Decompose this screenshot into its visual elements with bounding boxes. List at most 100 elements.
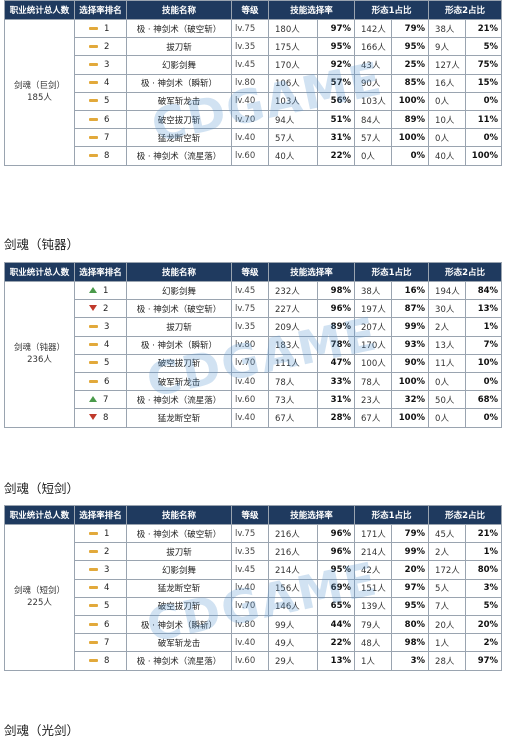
class-name: 剑魂（短剑） bbox=[13, 586, 65, 597]
form2-percent: 5% bbox=[465, 596, 503, 616]
skill-count: 216人 bbox=[268, 542, 318, 562]
dash-icon bbox=[89, 379, 98, 383]
skill-rate: 13% bbox=[316, 651, 356, 671]
form2-percent: 2% bbox=[465, 633, 503, 653]
form2-percent: 21% bbox=[465, 18, 503, 39]
skill-name: 极 · 神剑术（破空斩） bbox=[126, 18, 232, 39]
class-total-cell: 剑魂（短剑） 225人 bbox=[4, 524, 75, 671]
form2-percent: 5% bbox=[465, 37, 503, 57]
rank-number: 1 bbox=[104, 23, 110, 34]
skill-name: 幻影剑舞 bbox=[126, 55, 232, 75]
table-row: 5 破空拔刀斩 lv.70 111人 47% 100人 90% 11人 10% bbox=[5, 353, 503, 373]
skill-level: lv.75 bbox=[231, 299, 269, 319]
skill-level: lv.60 bbox=[231, 651, 269, 671]
skill-level: lv.70 bbox=[231, 109, 269, 130]
skill-rate: 69% bbox=[316, 578, 356, 598]
form1-percent: 79% bbox=[391, 18, 430, 39]
skill-level: lv.40 bbox=[231, 371, 269, 392]
form2-percent: 11% bbox=[465, 109, 503, 130]
skill-rate: 95% bbox=[316, 37, 356, 57]
rank-number: 2 bbox=[104, 41, 110, 52]
section-heading-lightsaber: 剑魂（光剑） bbox=[4, 723, 80, 738]
skill-count: 183人 bbox=[268, 335, 318, 355]
table-row: 剑魂（钝器） 236人 1 幻影剑舞 lv.45 232人 98% 38人 16% 194人 84% bbox=[4, 280, 503, 428]
form2-percent: 1% bbox=[465, 317, 503, 337]
dash-icon bbox=[89, 604, 98, 608]
skill-count: 103人 bbox=[268, 91, 318, 111]
skill-level: lv.75 bbox=[231, 18, 269, 39]
skill-name: 极 · 神剑术（流星落） bbox=[126, 390, 232, 410]
skill-count: 170人 bbox=[268, 55, 318, 75]
skill-name: 极 · 神剑术（破空斩） bbox=[126, 299, 232, 319]
form1-percent: 80% bbox=[391, 614, 430, 635]
skill-count: 29人 bbox=[268, 651, 318, 671]
header-level: 等级 bbox=[231, 262, 269, 282]
form2-count: 7人 bbox=[428, 596, 467, 616]
skill-rate: 28% bbox=[316, 408, 356, 428]
down-arrow-icon bbox=[89, 305, 97, 312]
dash-icon bbox=[89, 324, 98, 328]
table-row: 3 幻影剑舞 lv.45 214人 95% 42人 20% 172人 80% bbox=[5, 560, 503, 580]
table-row: 剑魂（短剑） 225人 1 极 · 神剑术（破空斩） lv.75 216人 96% 171人 7… bbox=[4, 523, 503, 671]
form1-percent: 93% bbox=[391, 335, 430, 355]
form2-count: 172人 bbox=[428, 560, 467, 580]
skill-count: 106人 bbox=[268, 73, 318, 93]
skill-count: 180人 bbox=[268, 18, 318, 39]
form1-percent: 89% bbox=[391, 109, 430, 130]
skill-name: 极 · 神剑术（瞬斩） bbox=[126, 335, 232, 355]
header-skill-rate: 技能选择率 bbox=[267, 0, 356, 20]
header-level: 等级 bbox=[231, 505, 269, 525]
rank-cell: 2 bbox=[74, 542, 127, 562]
skill-level: lv.35 bbox=[231, 317, 269, 337]
skill-rate: 78% bbox=[316, 335, 356, 355]
skill-count: 209人 bbox=[268, 317, 318, 337]
dash-icon bbox=[89, 44, 98, 48]
table-row: 5 破空拔刀斩 lv.70 146人 65% 139人 95% 7人 5% bbox=[5, 596, 503, 616]
skill-name: 极 · 神剑术（流星落） bbox=[126, 146, 232, 166]
skill-level: lv.60 bbox=[231, 390, 269, 410]
class-total-cell: 剑魂（钝器） 236人 bbox=[4, 281, 75, 428]
form1-count: 100人 bbox=[354, 353, 393, 373]
class-count: 236人 bbox=[27, 355, 52, 366]
rank-cell: 8 bbox=[74, 651, 127, 671]
skill-rate: 92% bbox=[316, 55, 356, 75]
table-header-row: 职业统计总人数 选择率排名 技能名称 等级 技能选择率 形态1占比 形态2占比 bbox=[4, 505, 503, 525]
form2-percent: 80% bbox=[465, 560, 503, 580]
skill-name: 破军斩龙击 bbox=[126, 91, 232, 111]
form1-count: 151人 bbox=[354, 578, 393, 598]
table-header-row: 职业统计总人数 选择率排名 技能名称 等级 技能选择率 形态1占比 形态2占比 bbox=[4, 0, 503, 20]
skill-level: lv.80 bbox=[231, 614, 269, 635]
rank-number: 8 bbox=[103, 412, 109, 423]
rank-number: 2 bbox=[103, 303, 109, 314]
skill-count: 232人 bbox=[268, 280, 318, 301]
form2-count: 0人 bbox=[428, 128, 467, 148]
skill-name: 极 · 神剑术（破空斩） bbox=[126, 523, 232, 544]
form2-count: 194人 bbox=[428, 280, 467, 301]
rank-number: 6 bbox=[104, 619, 110, 630]
form1-count: 207人 bbox=[354, 317, 393, 337]
rank-number: 1 bbox=[104, 528, 110, 539]
rank-cell: 3 bbox=[74, 317, 127, 337]
rank-cell: 2 bbox=[74, 37, 127, 57]
skill-count: 156人 bbox=[268, 578, 318, 598]
dash-icon bbox=[89, 117, 98, 121]
header-rank: 选择率排名 bbox=[74, 262, 127, 282]
form2-percent: 0% bbox=[465, 91, 503, 111]
skill-level: lv.80 bbox=[231, 335, 269, 355]
table-row: 剑魂（巨剑） 185人 1 极 · 神剑术（破空斩） lv.75 180人 97% 142人 7… bbox=[4, 18, 503, 166]
form1-count: 171人 bbox=[354, 523, 393, 544]
table-row: 5 破军斩龙击 lv.40 103人 56% 103人 100% 0人 0% bbox=[5, 91, 503, 111]
form1-percent: 100% bbox=[391, 128, 430, 148]
skill-rate: 31% bbox=[316, 128, 356, 148]
form2-count: 45人 bbox=[428, 523, 467, 544]
form1-percent: 100% bbox=[391, 371, 430, 392]
header-rank: 选择率排名 bbox=[74, 505, 127, 525]
skill-name: 幻影剑舞 bbox=[126, 280, 232, 301]
rank-cell: 4 bbox=[74, 578, 127, 598]
form1-percent: 99% bbox=[391, 542, 430, 562]
dash-icon bbox=[89, 567, 98, 571]
skill-table-blunt: 职业统计总人数 选择率排名 技能名称 等级 技能选择率 形态1占比 形态2占比 剑魂（钝器） 2… bbox=[4, 262, 503, 428]
form1-count: 139人 bbox=[354, 596, 393, 616]
skill-level: lv.70 bbox=[231, 596, 269, 616]
